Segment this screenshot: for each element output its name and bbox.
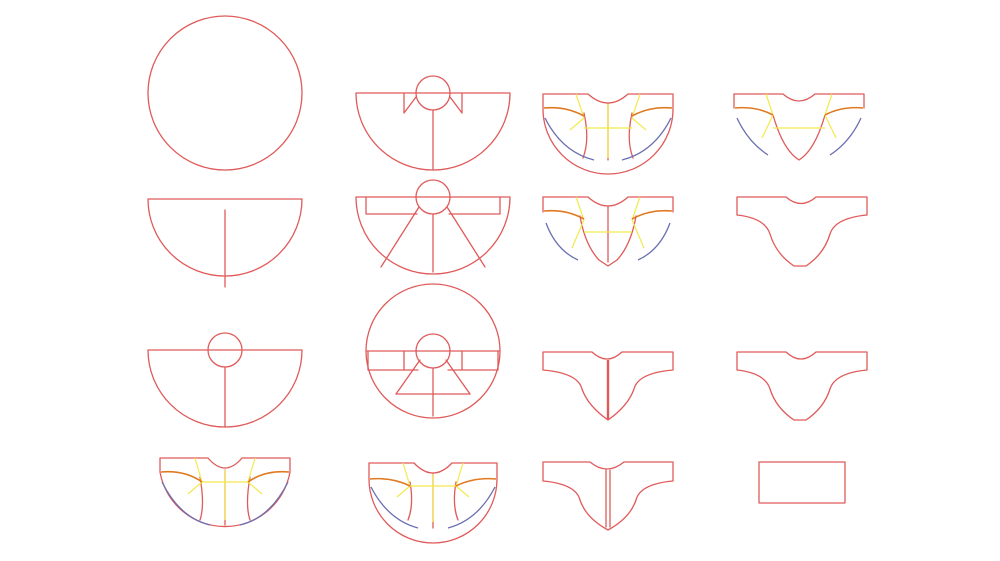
full-circle-darts-pattern xyxy=(365,283,501,419)
rectangle-pattern xyxy=(758,461,846,504)
half-circle-neck-pattern xyxy=(147,332,303,428)
cape-guides-pattern-2 xyxy=(368,462,498,544)
cape-wedge-darts-pattern xyxy=(355,179,511,275)
cape-shoulder-darts-pattern xyxy=(355,75,511,171)
bodice-outline-pattern-2 xyxy=(736,351,868,421)
full-circle-pattern xyxy=(147,15,303,171)
bodice-outline-pattern-1 xyxy=(736,196,868,267)
bodice-cut-pattern-2 xyxy=(542,461,674,531)
cape-guides-pattern-1 xyxy=(159,457,291,528)
cape-guides-pattern-5 xyxy=(733,93,865,161)
cape-guides-pattern-3 xyxy=(542,93,674,175)
half-circle-pattern xyxy=(147,198,303,288)
bodice-cut-pattern-1 xyxy=(542,351,674,421)
cape-guides-pattern-4 xyxy=(542,196,674,267)
